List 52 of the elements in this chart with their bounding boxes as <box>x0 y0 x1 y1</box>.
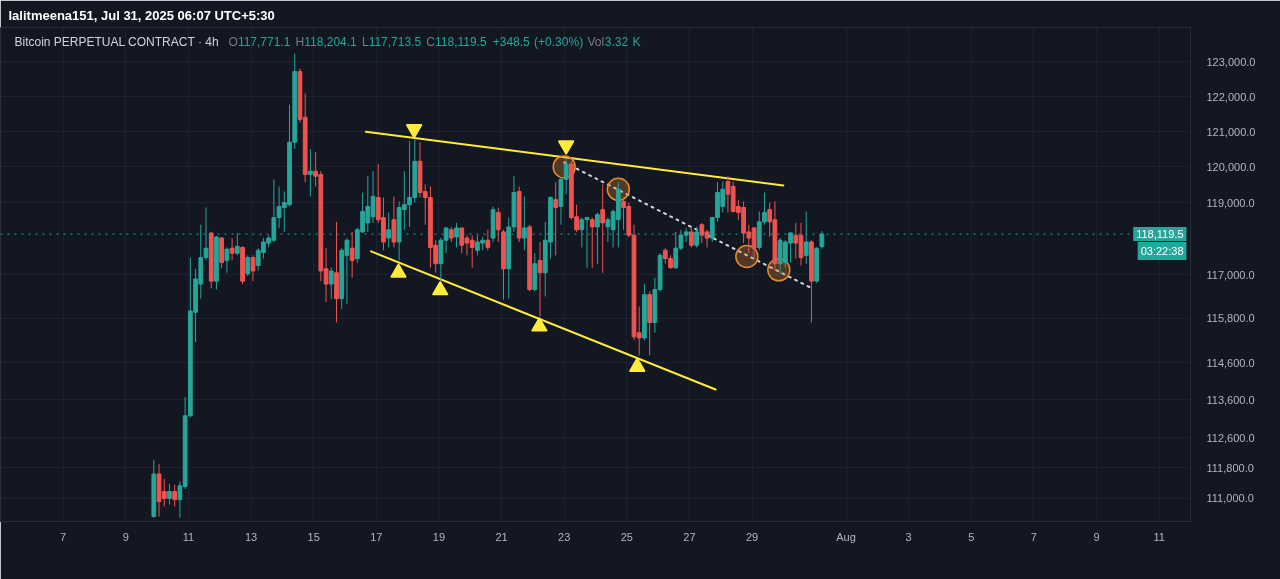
x-tick-label: 13 <box>244 530 258 543</box>
candlestick <box>224 246 230 274</box>
x-tick-label: 3 <box>905 530 912 543</box>
x-tick-label: 7 <box>1030 530 1037 543</box>
candlestick <box>245 254 251 277</box>
x-tick-label: 9 <box>122 530 129 543</box>
candlestick <box>485 229 491 251</box>
candlestick <box>328 267 334 300</box>
candlestick <box>589 217 595 269</box>
x-tick-label: Aug <box>836 530 856 543</box>
text: Bitcoin PERPETUAL CONTRACT · 4h <box>14 34 219 49</box>
x-tick-label: 11 <box>182 530 195 543</box>
x-tick-label: 27 <box>683 530 696 543</box>
y-tick-label: 111,800.0 <box>1206 461 1254 474</box>
y-tick-label: 121,000.0 <box>1206 125 1256 138</box>
candlestick <box>553 181 559 256</box>
y-tick-label: 114,600.0 <box>1206 356 1255 369</box>
candlestick <box>172 484 178 507</box>
x-tick-label: 17 <box>370 530 383 543</box>
y-tick-label: 120,000.0 <box>1206 160 1256 173</box>
y-tick-label: 122,000.0 <box>1206 90 1256 103</box>
candlestick <box>600 183 606 274</box>
candlestick <box>308 148 313 197</box>
x-tick-label: 25 <box>620 530 633 543</box>
y-tick-label: 112,600.0 <box>1206 431 1255 444</box>
candlestick <box>250 254 256 282</box>
candlestick <box>537 241 543 317</box>
y-tick-label: 113,600.0 <box>1206 394 1255 406</box>
x-tick-label: 7 <box>60 530 67 543</box>
ref-line-label: 118,119.5 <box>1136 228 1184 241</box>
x-tick-label: 5 <box>968 530 975 543</box>
candlestick <box>349 231 355 279</box>
text: lalitmeena151, Jul 31, 2025 06:07 UTC+5:30 <box>8 7 275 23</box>
x-tick-label: 23 <box>558 530 571 543</box>
annotation: 03:22:38 <box>1140 245 1184 258</box>
candlestick <box>167 483 172 506</box>
text: O117,771.1 H118,204.1 L117,713.5 C118,119.5 +348.5 (+0.30%) Vol3.32 K <box>228 34 641 49</box>
x-tick-label: 21 <box>495 530 508 543</box>
candlestick <box>391 195 397 248</box>
candlestick <box>495 207 501 243</box>
x-tick-label: 9 <box>1093 530 1100 543</box>
y-tick-label: 123,000.0 <box>1206 55 1256 68</box>
candlestick <box>229 237 235 261</box>
y-tick-label: 111,000.0 <box>1206 492 1254 505</box>
candlestick <box>689 227 694 248</box>
x-tick-label: 15 <box>307 530 320 543</box>
y-tick-label: 115,800.0 <box>1206 312 1255 325</box>
x-tick-label: 11 <box>1153 530 1165 543</box>
x-tick-label: 19 <box>432 530 446 543</box>
y-tick-label: 117,000.0 <box>1206 268 1255 281</box>
y-tick-label: 119,000.0 <box>1206 196 1255 209</box>
x-tick-label: 29 <box>745 530 759 543</box>
